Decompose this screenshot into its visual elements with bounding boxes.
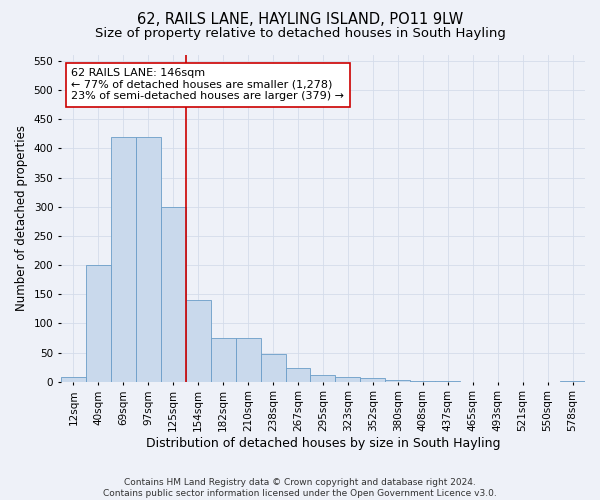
Bar — [86, 265, 111, 382]
Y-axis label: Number of detached properties: Number of detached properties — [15, 126, 28, 312]
Bar — [260, 354, 286, 382]
Bar — [435, 381, 460, 382]
Text: 62, RAILS LANE, HAYLING ISLAND, PO11 9LW: 62, RAILS LANE, HAYLING ISLAND, PO11 9LW — [137, 12, 463, 28]
Bar — [211, 338, 236, 382]
Bar — [560, 380, 585, 382]
Bar — [111, 136, 136, 382]
Bar — [335, 377, 361, 382]
Text: 62 RAILS LANE: 146sqm
← 77% of detached houses are smaller (1,278)
23% of semi-d: 62 RAILS LANE: 146sqm ← 77% of detached … — [71, 68, 344, 102]
X-axis label: Distribution of detached houses by size in South Hayling: Distribution of detached houses by size … — [146, 437, 500, 450]
Bar — [286, 368, 310, 382]
Bar — [310, 374, 335, 382]
Bar — [161, 206, 186, 382]
Bar — [410, 381, 435, 382]
Bar — [136, 136, 161, 382]
Bar — [186, 300, 211, 382]
Text: Contains HM Land Registry data © Crown copyright and database right 2024.
Contai: Contains HM Land Registry data © Crown c… — [103, 478, 497, 498]
Bar — [385, 380, 410, 382]
Text: Size of property relative to detached houses in South Hayling: Size of property relative to detached ho… — [95, 28, 505, 40]
Bar — [361, 378, 385, 382]
Bar — [236, 338, 260, 382]
Bar — [61, 377, 86, 382]
